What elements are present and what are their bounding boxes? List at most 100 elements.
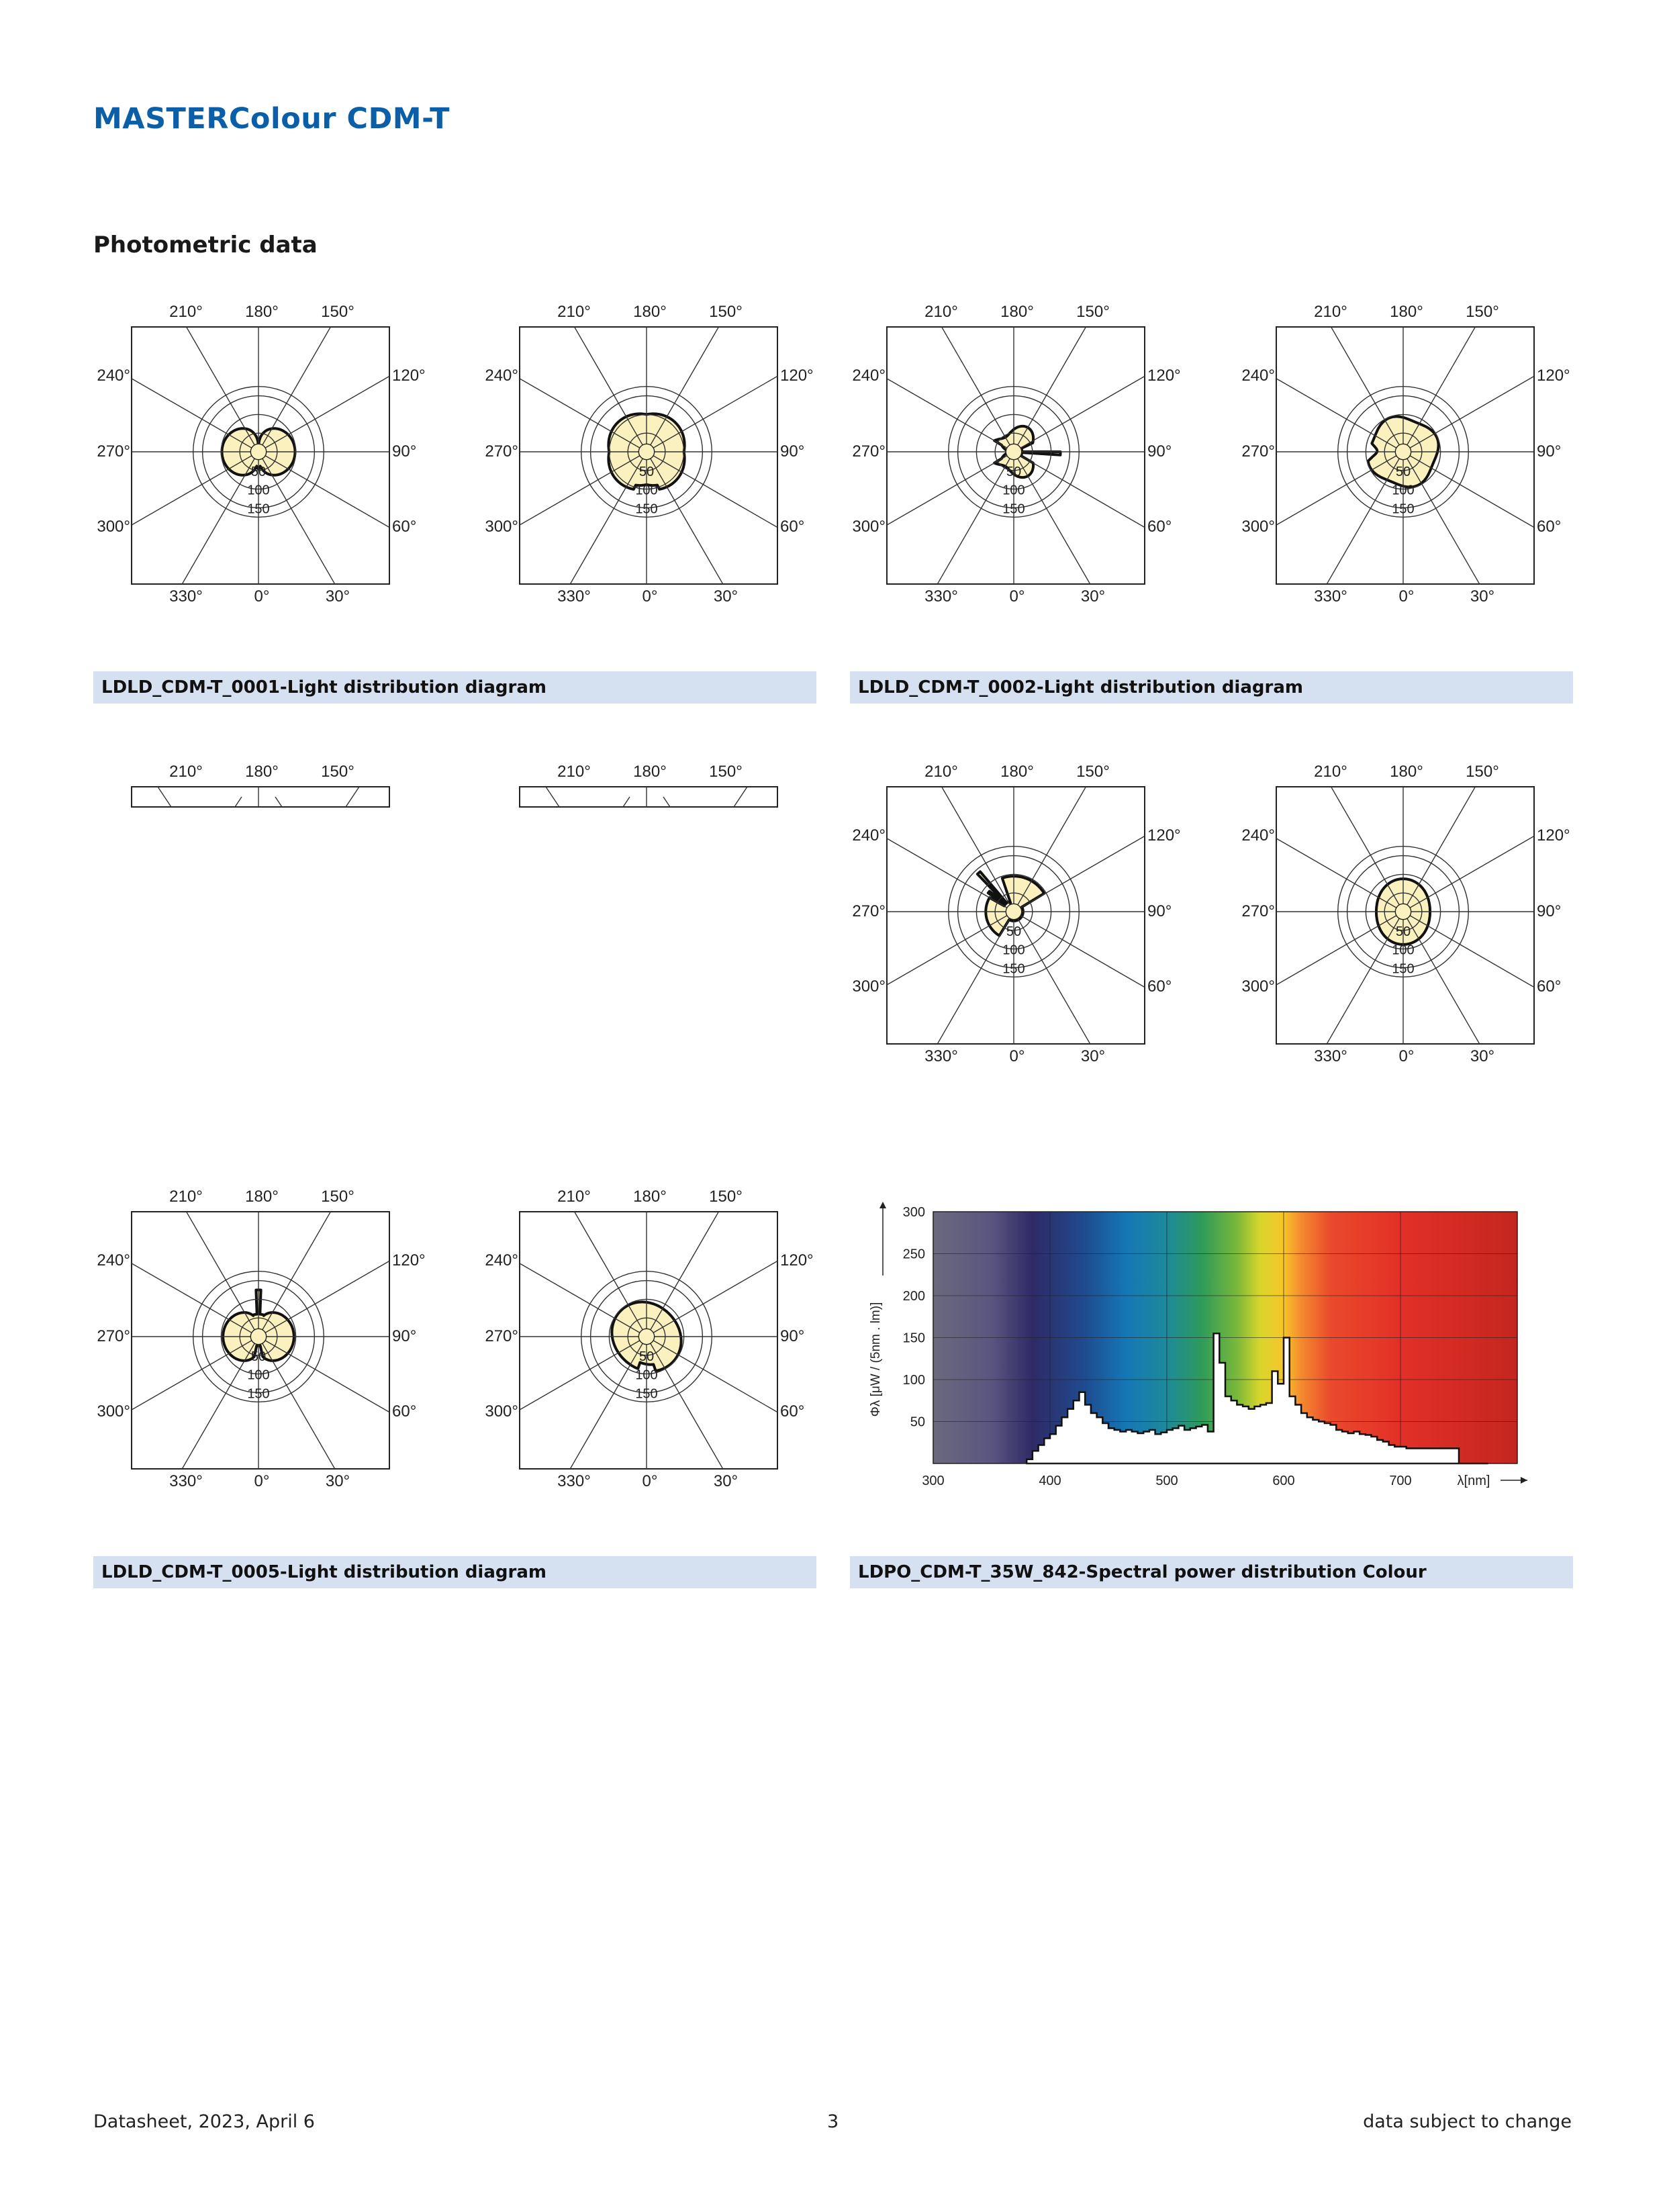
grid-ray [573, 1212, 647, 1337]
diagram-frame [519, 1211, 778, 1470]
grid-ray [258, 1212, 332, 1337]
angle-label: 90° [1147, 442, 1172, 461]
angle-label: 240° [97, 367, 130, 385]
grid-ray [887, 911, 1014, 985]
radial-label: 100 [1002, 943, 1025, 958]
center-circle [250, 1328, 267, 1345]
angle-label: 90° [1147, 902, 1172, 920]
angle-label: 180° [633, 1188, 667, 1206]
x-tick-label: 300 [922, 1474, 944, 1488]
angle-label: 300° [1241, 518, 1275, 536]
angle-label: 270° [485, 1327, 518, 1345]
grid-ray [258, 1336, 389, 1413]
grid-ray [1276, 378, 1404, 452]
polar-grid [520, 1212, 777, 1469]
angle-label: 120° [1147, 826, 1181, 845]
grid-ray [937, 451, 1014, 584]
grid-ray [132, 378, 259, 452]
angle-label: 0° [1010, 1047, 1025, 1065]
grid-ray [1402, 911, 1534, 988]
product-title: MASTERColour CDM-T [93, 102, 450, 136]
angle-label: 300° [97, 1402, 130, 1421]
angle-label: 210° [169, 1188, 203, 1206]
angle-label: 150° [709, 303, 743, 321]
angle-label: 210° [924, 763, 958, 781]
angle-label: 300° [852, 977, 886, 996]
radial-label: 50 [251, 465, 266, 479]
grid-ray [185, 1212, 259, 1337]
angle-label: 150° [709, 763, 743, 781]
angle-label: 60° [392, 518, 416, 536]
radial-label: 100 [1002, 483, 1025, 498]
grid-ray [646, 1212, 720, 1337]
section-heading: Photometric data [93, 232, 318, 258]
angle-label: 270° [1241, 442, 1275, 461]
angle-label: 150° [321, 303, 354, 321]
grid-ray [1013, 451, 1091, 584]
angle-label: 150° [1076, 763, 1110, 781]
polar-grid [1276, 787, 1534, 1044]
radial-label: 150 [1392, 961, 1414, 976]
grid-ray [545, 786, 560, 808]
angle-label: 330° [557, 587, 591, 606]
grid-ray [1402, 451, 1534, 528]
grid-ray [258, 451, 389, 528]
y-axis-label: Φλ [μW / (5nm . lm)] [869, 1302, 883, 1417]
radial-label: 150 [1002, 501, 1025, 516]
polar-diagram-3: 210° 180° 150° 330° 0° 30° 240° 270° 300° 120° 90°… [852, 303, 1180, 606]
radial-label: 50 [1006, 924, 1021, 939]
angle-label: 210° [1314, 763, 1347, 781]
plot-frame [933, 1211, 1518, 1464]
angle-label: 60° [1147, 518, 1172, 536]
grid-ray [887, 451, 1014, 526]
angle-label: 210° [557, 1188, 591, 1206]
angle-label: 180° [633, 763, 667, 781]
angle-label: 240° [1241, 826, 1275, 845]
angle-label: 0° [254, 587, 270, 606]
radial-label: 100 [635, 483, 657, 498]
grid-ray [1330, 327, 1404, 452]
angle-label: 240° [1241, 367, 1275, 385]
grid-ray [185, 327, 259, 452]
grid-ray [1326, 451, 1404, 584]
diagram-frame [886, 786, 1145, 1045]
spectral-power-chart: 50 100 150 200 250 300 300 400 500 600 700 λ[nm] Φλ … [869, 1202, 1527, 1488]
angle-label: 180° [245, 303, 279, 321]
angle-label: 240° [97, 1251, 130, 1269]
radial-label: 150 [635, 1386, 657, 1401]
x-axis-arrowhead [1521, 1477, 1527, 1484]
y-tick-label: 50 [910, 1415, 925, 1430]
polar-diagram-7: 210° 180° 150° 330° 0° 30° 240° 270° 300° 120° 90°… [97, 1188, 425, 1490]
grid-ray [520, 378, 647, 452]
angle-label: 300° [1241, 977, 1275, 996]
diagram-frame [1276, 786, 1535, 1045]
radial-label: 150 [1002, 961, 1025, 976]
radial-label: 100 [247, 483, 269, 498]
angle-label: 180° [1390, 763, 1423, 781]
angle-label: 330° [1314, 587, 1347, 606]
grid-ray [1276, 451, 1404, 526]
center-circle [1005, 903, 1022, 920]
diagram-frame [131, 1211, 390, 1470]
grid-ray [941, 787, 1014, 912]
angle-label: 240° [852, 826, 886, 845]
grid-ray [646, 327, 720, 452]
angle-label: 0° [643, 1472, 658, 1490]
angle-label: 210° [557, 303, 591, 321]
grid-ray [646, 451, 777, 528]
caption-ldld-0002: LDLD_CDM-T_0002-Light distribution diagr… [850, 671, 1573, 704]
angle-label: 270° [97, 1327, 130, 1345]
angle-label: 60° [1147, 977, 1172, 996]
grid-ray [1013, 911, 1145, 988]
grid-ray [1276, 911, 1404, 985]
angle-label: 300° [852, 518, 886, 536]
grid-ray [569, 1336, 647, 1469]
polar-diagram-8: 210° 180° 150° 330° 0° 30° 240° 270° 300° 120° 90°… [485, 1188, 813, 1490]
angle-label: 300° [97, 518, 130, 536]
grid-ray [520, 1336, 647, 1410]
grid-ray [1402, 787, 1476, 912]
angle-label: 120° [1537, 367, 1570, 385]
grid-ray [733, 786, 748, 808]
grid-ray [646, 1260, 777, 1337]
polar-grid [1276, 327, 1534, 584]
